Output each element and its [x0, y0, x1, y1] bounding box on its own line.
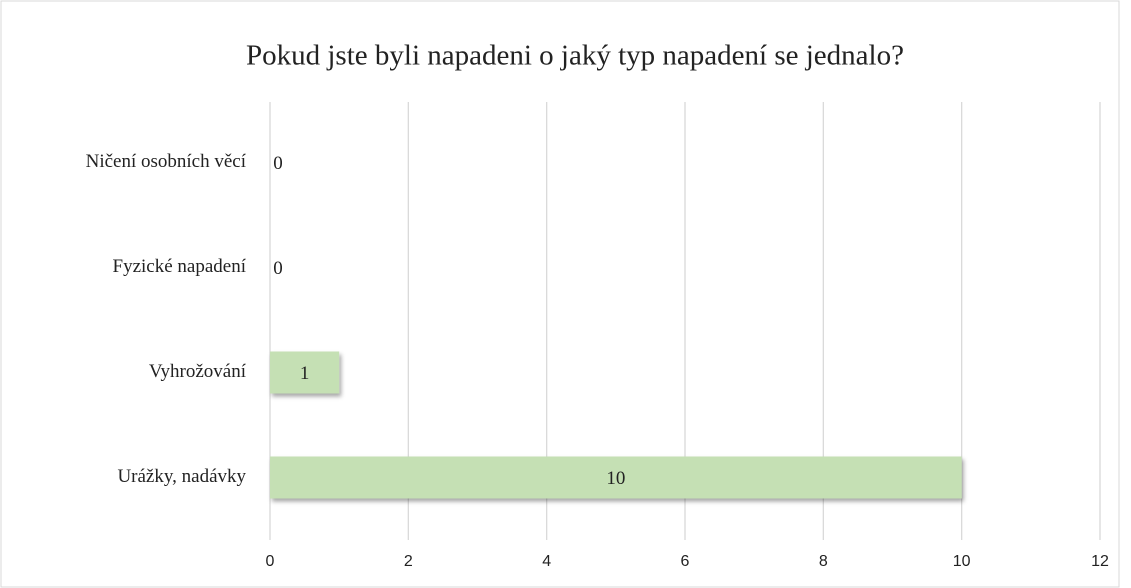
x-tick-label: 6 — [681, 553, 690, 570]
bar — [270, 351, 340, 394]
data-label: 0 — [273, 153, 283, 174]
x-tick-label: 12 — [1091, 553, 1109, 570]
x-tick-label: 10 — [953, 553, 971, 570]
data-label: 10 — [606, 468, 625, 489]
y-tick-label: Vyhrožování — [149, 361, 247, 382]
chart-title: Pokud jste byli napadeni o jaký typ napa… — [246, 40, 904, 72]
data-label: 1 — [300, 363, 310, 384]
x-tick-label: 4 — [542, 553, 551, 570]
x-tick-label: 8 — [819, 553, 828, 570]
bar — [270, 456, 962, 499]
y-tick-label: Urážky, nadávky — [117, 466, 246, 487]
x-tick-label: 2 — [404, 553, 413, 570]
y-tick-label: Fyzické napadení — [113, 256, 247, 277]
y-tick-label: Ničení osobních věcí — [86, 151, 247, 172]
x-tick-label: 0 — [266, 553, 275, 570]
data-label: 0 — [273, 258, 283, 279]
